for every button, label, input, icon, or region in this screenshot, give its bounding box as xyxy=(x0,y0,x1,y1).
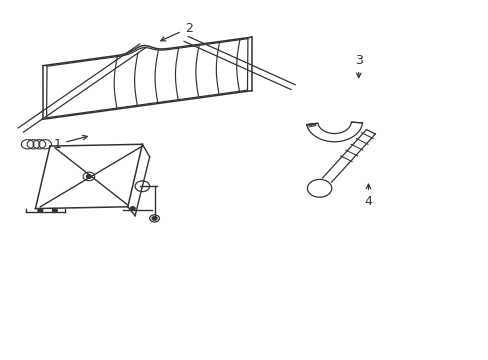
Text: 4: 4 xyxy=(364,184,372,208)
Text: 3: 3 xyxy=(354,54,362,78)
Circle shape xyxy=(86,175,91,178)
Circle shape xyxy=(38,208,42,212)
Circle shape xyxy=(152,217,157,220)
Circle shape xyxy=(130,207,135,210)
Circle shape xyxy=(52,208,57,212)
Text: 2: 2 xyxy=(161,22,192,41)
Text: 1: 1 xyxy=(53,135,87,151)
